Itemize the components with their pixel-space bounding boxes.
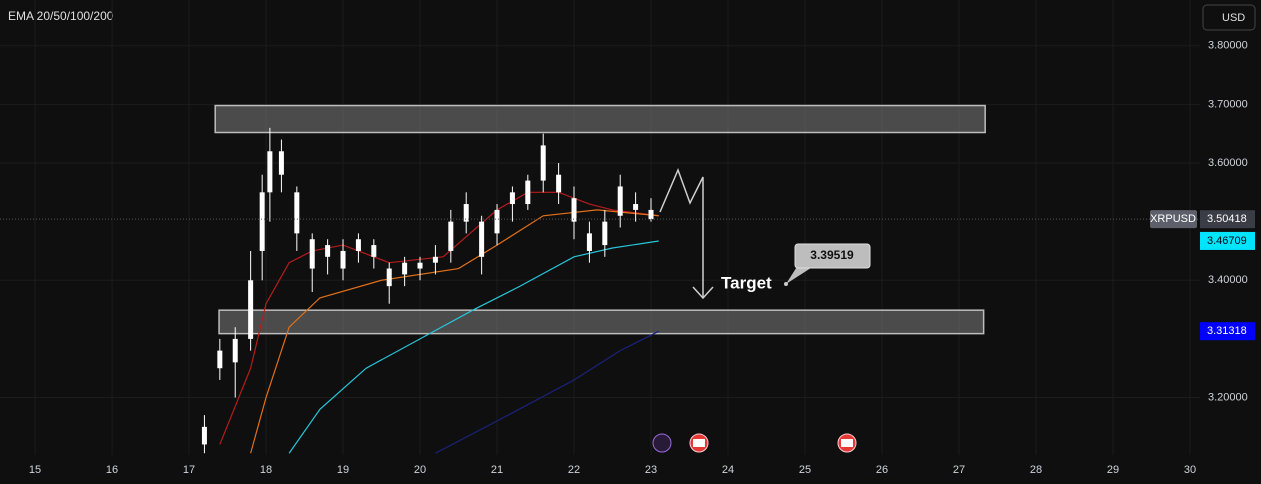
x-tick-label: 29 <box>1107 464 1119 476</box>
arrow-head <box>692 286 714 300</box>
candle-body <box>571 198 577 222</box>
candle-body <box>617 186 623 216</box>
x-tick-label: 15 <box>29 464 41 476</box>
y-tick-label: 3.70000 <box>1208 98 1248 110</box>
candle-body <box>201 426 207 445</box>
event-icon[interactable] <box>652 433 672 453</box>
x-tick-label: 24 <box>722 464 734 476</box>
candle-body <box>340 250 346 269</box>
candle-body <box>267 151 273 193</box>
ema-price-label-bg <box>1200 322 1255 341</box>
x-tick-label: 21 <box>491 464 503 476</box>
x-tick-label: 18 <box>260 464 272 476</box>
candle-body <box>494 209 500 234</box>
x-tick-label: 23 <box>645 464 657 476</box>
x-tick-label: 27 <box>953 464 965 476</box>
candle-body <box>648 209 654 220</box>
candle-body <box>556 174 562 193</box>
ema-price-label: 3.31318 <box>1207 325 1247 337</box>
x-tick-label: 16 <box>106 464 118 476</box>
price-label-bg <box>1200 210 1255 229</box>
zone <box>214 104 986 134</box>
candle-body <box>248 280 254 339</box>
target-price: 3.39519 <box>810 248 854 262</box>
candle-body <box>633 204 639 210</box>
candle-body <box>479 221 485 257</box>
ema-line <box>288 240 659 454</box>
candle-body <box>417 262 423 269</box>
ema-price-label: 3.46709 <box>1207 235 1247 247</box>
candle-body <box>232 338 238 363</box>
x-tick-label: 25 <box>799 464 811 476</box>
candle-body <box>586 233 592 251</box>
ema-price-label-bg <box>1200 231 1255 250</box>
y-tick-label: 3.80000 <box>1208 40 1248 52</box>
projection-path <box>659 167 704 297</box>
x-tick-label: 26 <box>876 464 888 476</box>
x-tick-label: 20 <box>414 464 426 476</box>
y-tick-label: 3.40000 <box>1208 274 1248 286</box>
candle-body <box>355 239 361 251</box>
target-label: Target <box>721 273 772 292</box>
symbol-tag: XRPUSD <box>1150 213 1196 225</box>
candle-body <box>463 204 469 222</box>
candle-body <box>432 256 438 263</box>
flag-icon <box>693 439 705 447</box>
currency-label[interactable]: USD <box>1222 12 1245 24</box>
candle-body <box>525 180 531 205</box>
candle-body <box>217 350 223 369</box>
x-tick-label: 28 <box>1030 464 1042 476</box>
x-tick-label: 19 <box>337 464 349 476</box>
symbol-tag-bg <box>1150 210 1197 229</box>
candle-body <box>602 221 608 246</box>
y-tick-label: 3.60000 <box>1208 157 1248 169</box>
candle-body <box>325 245 331 257</box>
candle-body <box>448 221 454 251</box>
ema-line <box>435 330 659 454</box>
x-tick-label: 30 <box>1184 464 1196 476</box>
candle-body <box>509 192 515 205</box>
flag-icon <box>841 439 853 447</box>
candle-body <box>309 239 315 269</box>
zone <box>218 309 985 335</box>
candle-body <box>259 192 265 251</box>
x-tick-label: 22 <box>568 464 580 476</box>
price-label: 3.50418 <box>1207 213 1247 225</box>
ema-line <box>219 191 659 445</box>
candle-body <box>540 145 546 181</box>
callout-box <box>794 243 871 269</box>
currency-button[interactable] <box>1202 4 1256 31</box>
candle-body <box>278 151 284 175</box>
candle-body <box>386 268 392 287</box>
y-tick-label: 3.20000 <box>1208 391 1248 403</box>
plot-area: 15 16 17 18 19 20 21 22 23 24 25 26 27 28 29 30 3.80000 3… <box>0 0 1248 476</box>
candle-body <box>371 245 377 257</box>
indicator-legend: EMA 20/50/100/200 <box>8 9 114 23</box>
x-tick-label: 17 <box>183 464 195 476</box>
candle-body <box>294 192 300 234</box>
candle-body <box>402 262 408 275</box>
